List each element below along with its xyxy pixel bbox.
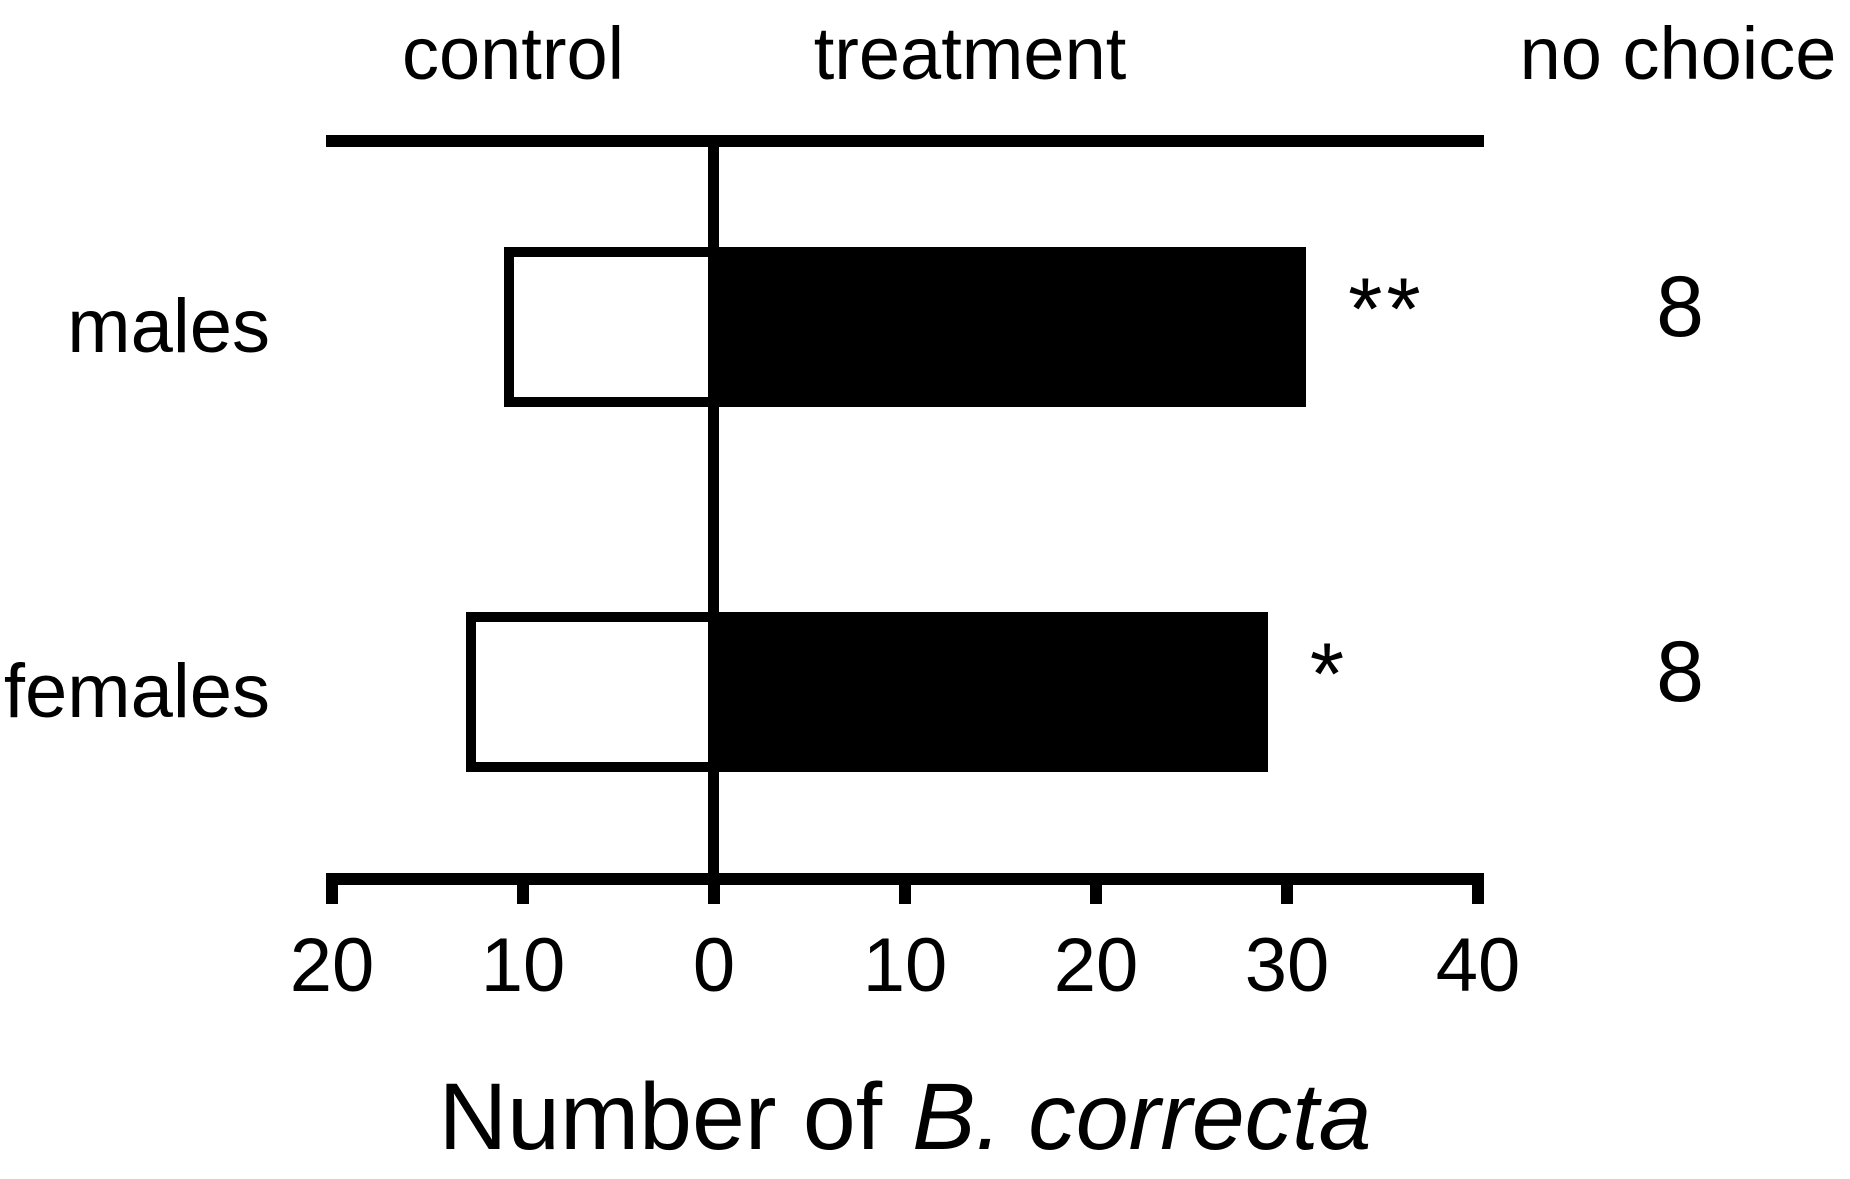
- x-axis-tick-1: [517, 873, 529, 904]
- no-choice-value-females: 8: [1656, 624, 1704, 720]
- x-axis-tick-0: [326, 873, 338, 904]
- x-axis-tick-4: [1090, 873, 1102, 904]
- no-choice-value-males: 8: [1656, 259, 1704, 355]
- category-label-males: males: [67, 284, 270, 369]
- header-rule: [326, 135, 1484, 147]
- significance-marker-males: **: [1348, 259, 1425, 358]
- column-header-no-choice: no choice: [1519, 12, 1837, 95]
- column-header-control: control: [401, 12, 625, 95]
- column-header-treatment: treatment: [813, 12, 1127, 95]
- x-axis-tick-6: [1472, 873, 1484, 904]
- control-bar-males: [503, 247, 720, 407]
- control-bar-females: [465, 612, 720, 772]
- x-axis-title-prefix: Number of: [438, 1064, 883, 1170]
- x-axis-title: Number of B. correcta: [439, 1062, 1372, 1172]
- x-tick-label-0: 20: [289, 923, 375, 1008]
- x-tick-label-2: 0: [692, 923, 736, 1008]
- x-axis-tick-3: [899, 873, 911, 904]
- category-label-females: females: [3, 649, 270, 734]
- x-tick-label-5: 30: [1244, 923, 1330, 1008]
- treatment-bar-males: [712, 247, 1307, 407]
- significance-marker-females: *: [1309, 624, 1349, 723]
- x-tick-label-1: 10: [480, 923, 566, 1008]
- zero-baseline: [708, 135, 719, 904]
- x-tick-label-6: 40: [1435, 923, 1521, 1008]
- x-tick-label-3: 10: [862, 923, 948, 1008]
- x-axis-title-species: B. correcta: [912, 1064, 1372, 1170]
- treatment-bar-females: [712, 612, 1268, 772]
- x-tick-label-4: 20: [1053, 923, 1139, 1008]
- x-axis-tick-5: [1281, 873, 1293, 904]
